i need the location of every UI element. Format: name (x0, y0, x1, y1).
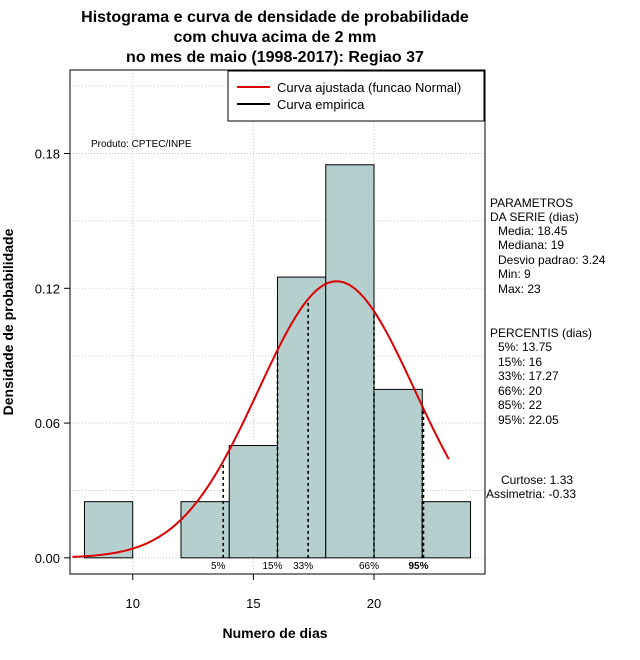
x-tick-label: 15 (246, 596, 260, 611)
histogram-bar (325, 164, 375, 559)
legend: Curva ajustada (funcao Normal) Curva emp… (227, 70, 485, 122)
x-tick-label: 10 (125, 596, 139, 611)
percentile-line: 95%: 22.05 (498, 413, 559, 427)
percentile-lines (222, 299, 425, 558)
x-axis-ticks: 10 15 20 (125, 574, 381, 611)
param-line: Max: 23 (498, 282, 541, 296)
y-tick-label: 0.18 (35, 147, 60, 162)
percentile-label: 66% (359, 561, 379, 572)
histogram-bar (180, 501, 230, 559)
y-tick-label: 0.12 (35, 281, 60, 296)
percentile-line: 5%: 13.75 (498, 340, 552, 354)
percentile-line: 66%: 20 (498, 384, 542, 398)
parameters-panel: PARAMETROS DA SERIE (dias) Media: 18.45 … (490, 196, 606, 296)
percentile-labels: 5% 15% 33% 66% 95% (211, 561, 429, 572)
percentile-line: 33%: 17.27 (498, 369, 559, 383)
y-axis-ticks: 0.00 0.06 0.12 0.18 (35, 147, 70, 566)
normal-curve-path (72, 280, 450, 558)
legend-label-fitted: Curva ajustada (funcao Normal) (277, 80, 461, 95)
skewness-label: Assimetria: -0.33 (486, 487, 576, 501)
percentile-label: 5% (211, 561, 226, 572)
histogram-bar (373, 388, 423, 559)
param-line: Mediana: 19 (498, 238, 564, 252)
kurtosis-label: Curtose: 1.33 (501, 473, 573, 487)
percentile-label: 33% (293, 561, 313, 572)
percentile-line: 85%: 22 (498, 398, 542, 412)
x-tick-label: 20 (367, 596, 381, 611)
y-axis-title: Densidade de probabilidade (0, 228, 16, 415)
parameters-subheading: DA SERIE (dias) (490, 210, 579, 224)
product-label: Produto: CPTEC/INPE (91, 139, 192, 150)
histogram-bar (421, 501, 472, 559)
percentile-label: 15% (262, 561, 282, 572)
normal-curve (72, 280, 450, 558)
histogram-bar (277, 276, 327, 559)
y-tick-label: 0.00 (35, 551, 60, 566)
percentile-label: 95% (408, 561, 428, 572)
x-axis-title: Numero de dias (222, 625, 327, 641)
legend-box (227, 70, 485, 122)
percentiles-panel: PERCENTIS (dias) 5%: 13.75 15%: 16 33%: … (490, 326, 592, 427)
histogram-bar (83, 501, 134, 559)
param-line: Media: 18.45 (498, 224, 568, 238)
percentile-line: 15%: 16 (498, 355, 542, 369)
legend-label-empirical: Curva empirica (277, 97, 365, 112)
chart-title-line-1: Histograma e curva de densidade de proba… (81, 9, 469, 26)
parameters-heading: PARAMETROS (490, 196, 573, 210)
percentiles-heading: PERCENTIS (dias) (490, 326, 592, 340)
param-line: Min: 9 (498, 267, 531, 281)
histogram-bars (83, 164, 472, 559)
chart-title-line-2: com chuva acima de 2 mm (174, 29, 377, 46)
plot-frame (69, 69, 486, 575)
chart-title-line-3: no mes de maio (1998-2017): Regiao 37 (126, 49, 424, 66)
histogram-bar (228, 445, 278, 559)
param-line: Desvio padrao: 3.24 (498, 253, 606, 267)
y-tick-label: 0.06 (35, 416, 60, 431)
